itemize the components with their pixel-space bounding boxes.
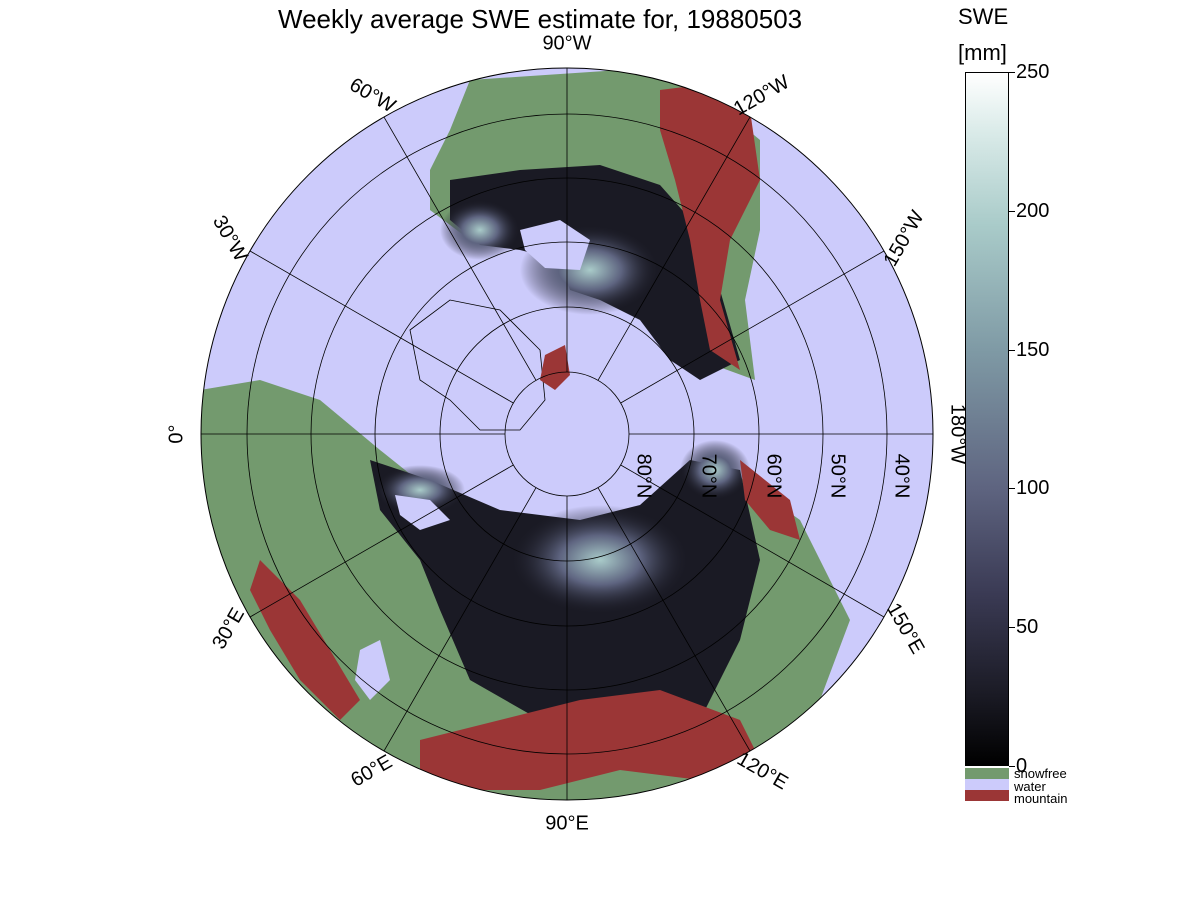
siberia-snow-peak bbox=[510, 505, 690, 615]
colorbar-tick bbox=[1009, 627, 1015, 629]
meridian-line bbox=[620, 250, 885, 404]
meridian-line bbox=[383, 116, 537, 381]
longitude-label: 60°W bbox=[346, 74, 400, 118]
caspian-water bbox=[355, 640, 390, 700]
longitude-label: 0° bbox=[165, 424, 187, 443]
longitude-label: 30°E bbox=[208, 604, 249, 653]
colorbar-tick bbox=[1009, 72, 1015, 73]
colorbar-tick bbox=[1009, 766, 1015, 767]
latitude-label: 60°N bbox=[763, 454, 785, 499]
graticule bbox=[201, 68, 933, 800]
snowfree-label: snowfree bbox=[1014, 766, 1067, 781]
meridian-line bbox=[597, 116, 751, 381]
colorbar-title: SWE bbox=[958, 4, 1009, 29]
colorbar-tick-label: 250 bbox=[1016, 61, 1050, 83]
longitude-label: 90°E bbox=[545, 812, 589, 834]
longitude-label: 90°W bbox=[542, 32, 591, 54]
meridian-line bbox=[383, 487, 537, 752]
meridian-line bbox=[249, 250, 514, 404]
east-asia-mountains bbox=[740, 460, 800, 540]
water-swatch bbox=[965, 779, 1009, 790]
baltic-water bbox=[395, 495, 450, 530]
kamchatka-snow-peak bbox=[680, 440, 750, 500]
mountain-swatch bbox=[965, 790, 1009, 801]
snowfree-swatch bbox=[965, 768, 1009, 779]
mountain-label: mountain bbox=[1014, 791, 1068, 806]
latitude-label: 70°N bbox=[698, 454, 720, 499]
water-label: water bbox=[1014, 779, 1046, 794]
hudson-bay-water bbox=[520, 220, 590, 270]
meridian-line bbox=[597, 487, 751, 752]
longitude-label: 30°W bbox=[208, 212, 252, 266]
greenland-outline bbox=[409, 299, 546, 431]
latitude-labels: 80°N 70°N 60°N 50°N 40°N bbox=[633, 454, 913, 499]
colorbar-tick-label: 200 bbox=[1016, 199, 1050, 222]
latitude-label: 40°N bbox=[891, 454, 913, 499]
arctic-islands-mountain bbox=[540, 345, 570, 390]
map-border bbox=[200, 67, 934, 801]
map-title: Weekly average SWE estimate for, 1988050… bbox=[278, 4, 803, 34]
ural-caucasus-mountains bbox=[250, 560, 360, 720]
longitude-label: 120°W bbox=[730, 71, 793, 120]
colorbar-tick-label: 150 bbox=[1016, 338, 1050, 361]
longitude-label: 120°E bbox=[733, 748, 791, 794]
longitude-label: 60°E bbox=[347, 751, 396, 792]
colorbar-tick bbox=[1009, 488, 1015, 490]
colorbar-tick-label: 50 bbox=[1016, 616, 1039, 639]
meridian-line bbox=[249, 464, 514, 618]
colorbar bbox=[965, 72, 1009, 766]
longitude-label: 150°W bbox=[880, 207, 929, 270]
meridian-line bbox=[620, 464, 885, 618]
longitude-label: 180°W bbox=[947, 404, 969, 464]
latitude-label: 80°N bbox=[633, 454, 655, 499]
colorbar-tick bbox=[1009, 349, 1015, 351]
colorbar-tick-label: 0 bbox=[1016, 755, 1028, 777]
longitude-label: 150°E bbox=[882, 599, 928, 657]
rocky-mountains bbox=[660, 85, 760, 370]
colorbar-tick-label: 100 bbox=[1016, 477, 1050, 500]
himalaya-mountains bbox=[420, 690, 760, 790]
north-america-snow-peak-west bbox=[440, 200, 520, 260]
colorbar-tick bbox=[1009, 210, 1015, 212]
latitude-label: 50°N bbox=[827, 454, 849, 499]
colorbar-unit: [mm] bbox=[958, 40, 1007, 65]
